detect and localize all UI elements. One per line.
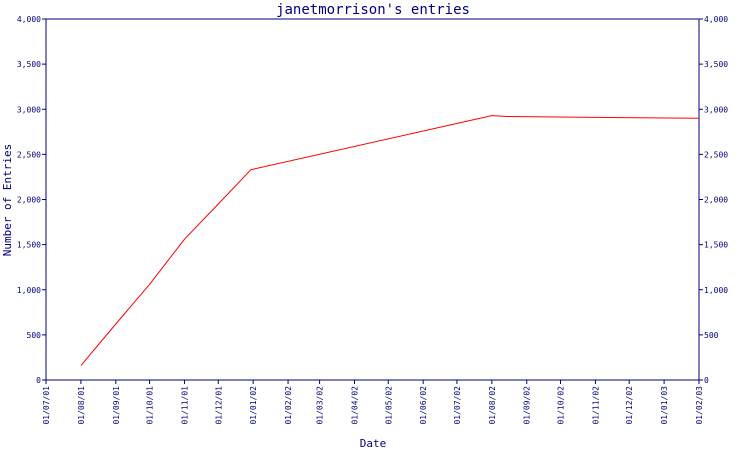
x-tick-label: 01/04/02: [350, 386, 359, 425]
y-tick-label-right: 1,500: [704, 241, 728, 250]
y-tick-label: 2,500: [17, 150, 41, 159]
right-y-axis: 0 500 1,000 1,500 2,000 2,500 3,000 3,500 4,000: [699, 15, 728, 385]
x-tick-label: 01/01/03: [660, 386, 669, 425]
x-tick-label: 01/12/02: [625, 386, 634, 425]
y-tick-label-right: 2,000: [704, 196, 728, 205]
y-axis-title: Number of Entries: [1, 144, 14, 257]
x-tick-label: 01/02/02: [284, 386, 293, 425]
y-tick-label-right: 2,500: [704, 150, 728, 159]
x-tick-label: 01/08/02: [488, 386, 497, 425]
x-tick-label: 01/06/02: [419, 386, 428, 425]
y-tick-label: 500: [27, 331, 42, 340]
x-tick-label: 01/05/02: [384, 386, 393, 425]
x-tick-label: 01/07/02: [453, 386, 462, 425]
x-axis: 01/07/01 01/08/01 01/09/01 01/10/01 01/11/01…: [42, 380, 704, 425]
y-tick-label: 1,500: [17, 241, 41, 250]
y-tick-label: 3,000: [17, 105, 41, 114]
y-tick-label-right: 4,000: [704, 15, 728, 24]
x-tick-label: 01/01/02: [249, 386, 258, 425]
x-tick-label: 01/09/02: [523, 386, 532, 425]
y-tick-label: 3,500: [17, 60, 41, 69]
x-tick-label: 01/10/02: [557, 386, 566, 425]
x-tick-label: 01/11/02: [591, 386, 600, 425]
x-tick-label: 01/08/01: [77, 386, 86, 425]
x-tick-label: 01/09/01: [112, 386, 121, 425]
x-tick-label: 01/11/01: [180, 386, 189, 425]
x-tick-label: 01/10/01: [146, 386, 155, 425]
y-tick-label: 1,000: [17, 286, 41, 295]
y-tick-label-right: 3,500: [704, 60, 728, 69]
y-tick-label-right: 1,000: [704, 286, 728, 295]
x-axis-title: Date: [360, 437, 387, 450]
x-tick-label: 01/12/01: [214, 386, 223, 425]
y-tick-label-right: 500: [704, 331, 719, 340]
y-tick-label-right: 3,000: [704, 105, 728, 114]
y-tick-label: 0: [36, 376, 41, 385]
plot-frame: [45, 18, 700, 381]
x-tick-label: 01/07/01: [42, 386, 51, 425]
y-tick-label: 2,000: [17, 196, 41, 205]
chart-title: janetmorrison's entries: [276, 2, 470, 18]
y-tick-label-right: 0: [704, 376, 709, 385]
y-tick-label: 4,000: [17, 15, 41, 24]
left-y-axis: 0 500 1,000 1,500 2,000 2,500 3,000 3,500 4,000: [17, 15, 46, 385]
x-tick-label: 01/03/02: [316, 386, 325, 425]
x-tick-label: 01/02/03: [695, 386, 704, 425]
series-line: [80, 115, 700, 366]
